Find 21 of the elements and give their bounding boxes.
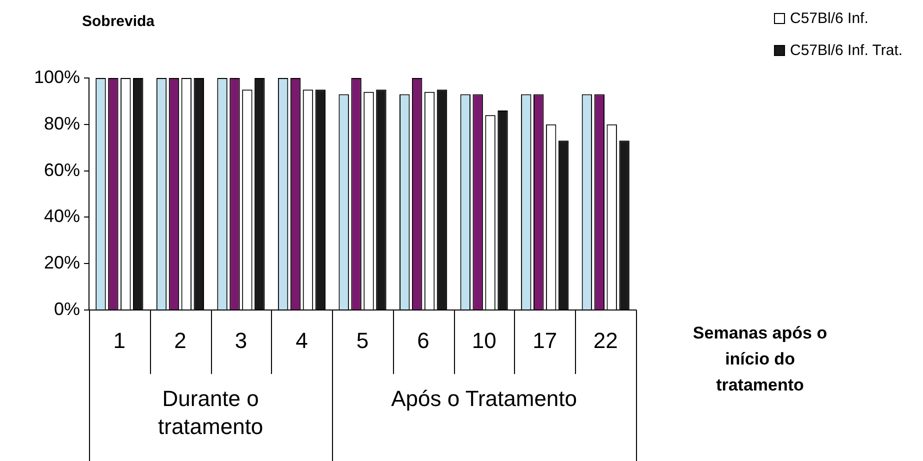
x-tick-label: 3 bbox=[234, 328, 248, 354]
y-tick-label: 0% bbox=[54, 298, 80, 319]
x-tick-label: 2 bbox=[174, 328, 186, 354]
chart-title: Sobrevida bbox=[82, 13, 156, 30]
x-tick-label: 17 bbox=[532, 328, 558, 354]
y-tick-label: 80% bbox=[44, 113, 80, 134]
x-tick-label: 1 bbox=[113, 328, 126, 354]
y-tick-label: 60% bbox=[44, 160, 80, 180]
text: C57Bl/6 Inf. bbox=[790, 10, 868, 26]
x-tick-label: 22 bbox=[593, 328, 618, 354]
y-tick-label: 40% bbox=[44, 206, 80, 226]
legend-label: C57Bl/6 Inf. Trat. bbox=[790, 42, 903, 58]
y-tick-label: 100% bbox=[34, 66, 80, 87]
text: Após o Tratamento bbox=[391, 386, 578, 412]
x-axis-title: Semanas após o início do tratamento bbox=[692, 324, 828, 395]
x-tick-label: 10 bbox=[472, 328, 496, 354]
x-tick-label: 5 bbox=[356, 328, 369, 354]
y-tick-label: 20% bbox=[44, 252, 80, 273]
x-tick-label: 6 bbox=[417, 328, 430, 354]
text: Durante o tratamento bbox=[158, 386, 264, 440]
x-tick-label: 4 bbox=[296, 328, 308, 354]
